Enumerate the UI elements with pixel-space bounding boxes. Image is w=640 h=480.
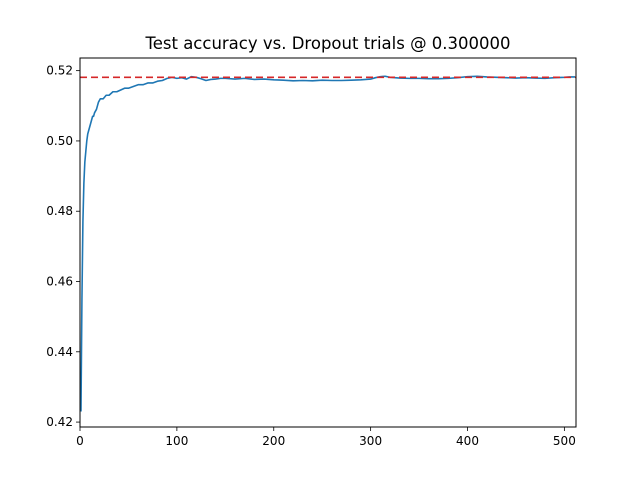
y-tick-label: 0.42 <box>46 415 73 429</box>
x-tick-label: 500 <box>553 434 576 448</box>
x-tick-label: 400 <box>456 434 479 448</box>
accuracy-line <box>80 75 576 412</box>
x-tick-label: 200 <box>262 434 285 448</box>
y-tick-label: 0.44 <box>46 345 73 359</box>
plot-frame <box>79 57 577 428</box>
y-tick-label: 0.48 <box>46 204 73 218</box>
y-tick-label: 0.50 <box>46 134 73 148</box>
x-axis: 0 100 200 300 400 500 <box>76 427 576 448</box>
y-tick-label: 0.52 <box>46 64 73 78</box>
y-tick-label: 0.46 <box>46 275 73 289</box>
x-tick-label: 100 <box>165 434 188 448</box>
x-tick-label: 300 <box>359 434 382 448</box>
y-axis: 0.42 0.44 0.46 0.48 0.50 0.52 <box>46 64 80 429</box>
chart-title: Test accuracy vs. Dropout trials @ 0.300… <box>144 34 510 53</box>
plot-area <box>80 75 576 412</box>
x-tick-label: 0 <box>76 434 84 448</box>
